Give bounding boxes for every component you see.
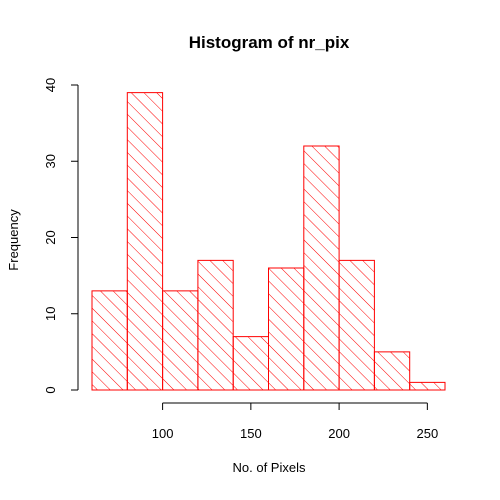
y-tick-label-0: 0 — [43, 386, 58, 393]
histogram-bar-8 — [338, 259, 375, 391]
x-axis: 100 150 200 250 — [152, 402, 438, 441]
histogram-bar-9 — [373, 351, 411, 391]
chart-title: Histogram of nr_pix — [189, 33, 350, 52]
histogram-bar-6 — [268, 267, 305, 391]
histogram-bar-7 — [303, 145, 340, 391]
y-axis: 0 10 20 30 40 — [43, 78, 79, 394]
y-axis-label: Frequency — [6, 209, 21, 271]
x-axis-label: No. of Pixels — [233, 460, 306, 475]
x-tick-label-2: 200 — [328, 426, 350, 441]
histogram-bar-5 — [232, 336, 269, 391]
histogram-bar-10 — [409, 381, 446, 391]
y-tick-label-2: 20 — [43, 230, 58, 244]
bars-group — [91, 92, 446, 391]
x-tick-label-0: 100 — [152, 426, 174, 441]
histogram-bar-3 — [162, 290, 199, 391]
y-tick-label-4: 40 — [43, 78, 58, 92]
y-tick-label-1: 10 — [43, 307, 58, 321]
histogram-bar-2 — [126, 92, 164, 391]
histogram-bar-4 — [197, 259, 234, 391]
histogram-bar-1 — [91, 290, 128, 391]
x-tick-label-1: 150 — [240, 426, 262, 441]
x-tick-label-3: 250 — [416, 426, 438, 441]
y-tick-label-3: 30 — [43, 154, 58, 168]
